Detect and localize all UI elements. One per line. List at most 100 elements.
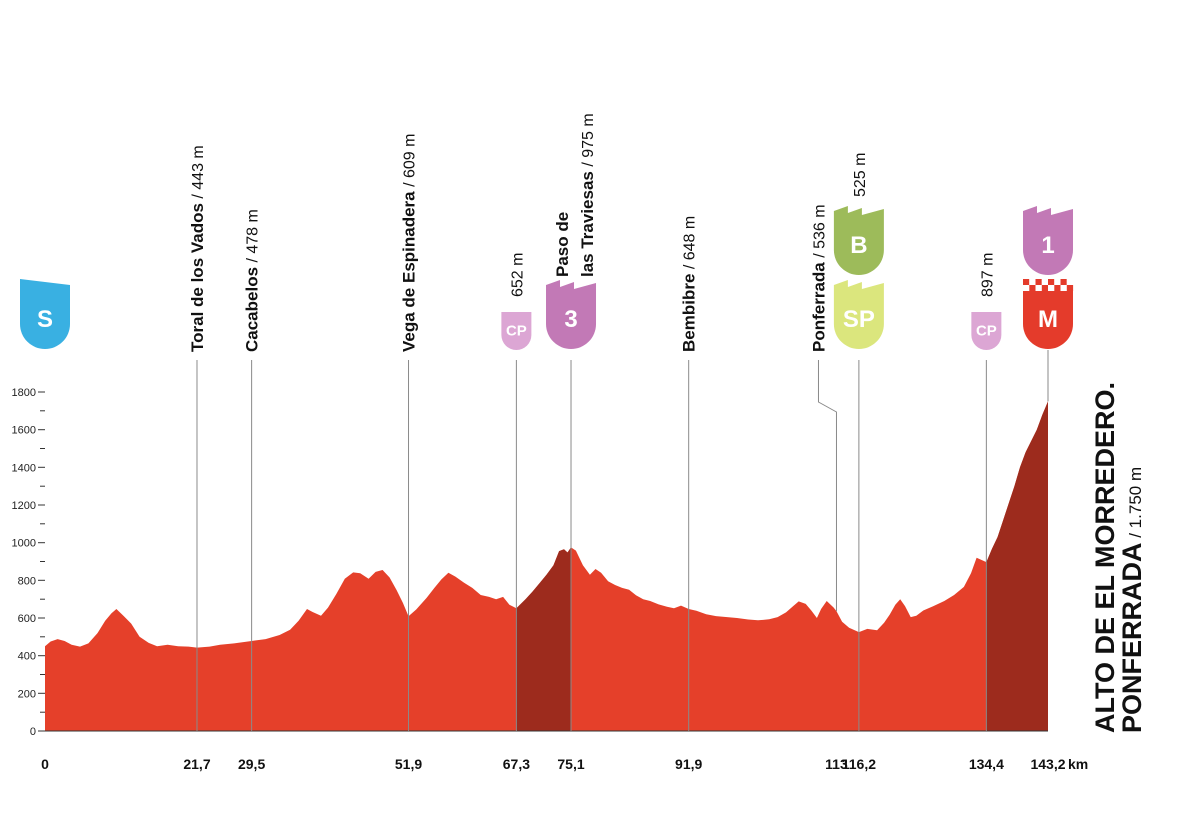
badge-m-check: [1048, 279, 1055, 285]
finish-line2: PONFERRADA / 1.750 m: [1117, 467, 1147, 733]
y-tick-label: 0: [30, 726, 36, 738]
y-tick-label: 400: [18, 651, 36, 663]
x-tick-label: 75,1: [557, 756, 584, 772]
badge-b-top-crown: [833, 206, 884, 217]
badge-m-check: [1029, 285, 1036, 291]
y-tick-label: 800: [18, 575, 36, 587]
y-tick-label: 200: [18, 688, 36, 700]
finish-line1: ALTO DE EL MORREDERO.: [1090, 382, 1120, 733]
badge-cp-label: CP: [506, 323, 527, 340]
badge-m-check: [1066, 285, 1074, 291]
x-tick-label: 21,7: [183, 756, 210, 772]
x-tick-label: 91,9: [675, 756, 702, 772]
badge-m-check: [1066, 279, 1074, 285]
marker-leader-line: [817, 360, 837, 612]
waypoint-altitude: 525 m: [852, 153, 869, 197]
badge-m-check: [1054, 285, 1061, 291]
waypoint-altitude: / 478 m: [245, 209, 262, 267]
x-tick-label: 143,2: [1030, 756, 1065, 772]
elevation-profile: [45, 401, 1048, 731]
waypoint-label: Cacabelos / 478 m: [243, 209, 262, 352]
finish-label: ALTO DE EL MORREDERO. PONFERRADA / 1.750…: [1090, 382, 1147, 733]
badge-s-shape: [20, 291, 70, 349]
badge-m-check: [1035, 285, 1042, 291]
waypoint-label: Toral de los Vados / 443 m: [188, 145, 207, 352]
badge-m-check: [1041, 279, 1049, 285]
x-unit-label: km: [1068, 756, 1088, 772]
badge-m-check: [1041, 285, 1049, 291]
badge-b-top: B: [833, 206, 884, 275]
badge-m-check: [1060, 285, 1067, 291]
y-tick-label: 1600: [12, 425, 36, 437]
badge-m: M: [1023, 279, 1074, 349]
badge-sp-crown: [833, 280, 884, 291]
finish-altitude: / 1.750 m: [1126, 467, 1145, 543]
badge-sp-shape: [833, 291, 884, 349]
x-tick-label: 67,3: [503, 756, 530, 772]
badge-m-check: [1035, 279, 1042, 285]
x-tick-label: 113: [825, 756, 848, 772]
badge-3-crown: [546, 280, 597, 291]
climb-section-1: [516, 547, 572, 731]
waypoint-name: Toral de los Vados: [188, 203, 207, 352]
waypoint-name-2-text: las Traviesas: [578, 171, 597, 277]
x-tick-label: 116,2: [842, 756, 876, 772]
badge-3-label: 3: [564, 306, 577, 333]
badge-b-top-label: B: [850, 232, 867, 259]
finish-line2-name: PONFERRADA: [1117, 542, 1147, 733]
x-tick-label: 134,4: [969, 756, 1004, 772]
profile-area-group: [45, 401, 1048, 731]
waypoint-name: Vega de Espinadera: [400, 191, 419, 352]
badge-cp-label: CP: [976, 323, 997, 340]
badge-3: 3: [546, 280, 597, 349]
badge-cp: CP: [501, 312, 532, 350]
waypoint-label: Vega de Espinadera / 609 m: [400, 134, 419, 352]
climb-section-group: [516, 401, 1048, 731]
badge-s: S: [20, 279, 70, 349]
badge-1-top-shape: [1023, 217, 1073, 275]
waypoint-altitude: 652 m: [509, 253, 526, 297]
badge-m-check: [1054, 279, 1061, 285]
x-tick-label: 29,5: [238, 756, 265, 772]
waypoint-name: Cacabelos: [243, 267, 262, 352]
y-axis: 0 200 400 600 800 1000 1200 1400 1600 1800: [12, 387, 1048, 738]
waypoint-altitude: / 609 m: [402, 134, 419, 192]
waypoint-label: Bembibre / 648 m: [680, 216, 699, 352]
waypoint-markers: S Toral de los Vados / 443 m Cacabelos / 4…: [20, 113, 1074, 731]
y-tick-label: 600: [18, 613, 36, 625]
x-tick-label: 0: [41, 756, 49, 772]
waypoint-altitude: / 648 m: [682, 216, 699, 274]
waypoint-label: Ponferrada / 536 m: [809, 204, 828, 352]
badge-3-shape: [546, 291, 597, 349]
y-tick-label: 1200: [12, 500, 36, 512]
badge-cp-shape: [501, 312, 532, 350]
waypoint-altitude: / 536 m: [811, 204, 828, 262]
badge-m-check: [1023, 279, 1030, 285]
waypoint-name: Paso de: [553, 212, 572, 277]
badge-cp-shape: [971, 312, 1002, 350]
badge-sp-label: SP: [843, 306, 875, 333]
waypoint-altitude: / 443 m: [190, 145, 207, 203]
badge-1-top-crown: [1023, 206, 1073, 217]
badge-m-shape: [1023, 291, 1073, 349]
badge-cp: CP: [971, 312, 1002, 350]
y-tick-label: 1000: [12, 538, 36, 550]
badge-b-top-shape: [833, 217, 884, 275]
y-tick-label: 1800: [12, 387, 36, 399]
badge-s-pennant: [20, 279, 70, 291]
badge-m-label: M: [1038, 306, 1058, 333]
badge-m-check: [1029, 279, 1036, 285]
badge-1-top: 1: [1023, 206, 1073, 275]
y-tick-label: 1400: [12, 462, 36, 474]
waypoint-name: Bembibre: [680, 274, 699, 352]
badge-m-check: [1023, 285, 1030, 291]
waypoint-altitude: 897 m: [979, 253, 996, 297]
badge-m-check: [1060, 279, 1067, 285]
x-tick-label: 51,9: [395, 756, 422, 772]
badge-m-check: [1048, 285, 1055, 291]
waypoint-name: Ponferrada: [809, 262, 828, 352]
waypoint-name-2: las Traviesas / 975 m: [578, 113, 597, 277]
waypoint-altitude: / 975 m: [580, 113, 597, 171]
